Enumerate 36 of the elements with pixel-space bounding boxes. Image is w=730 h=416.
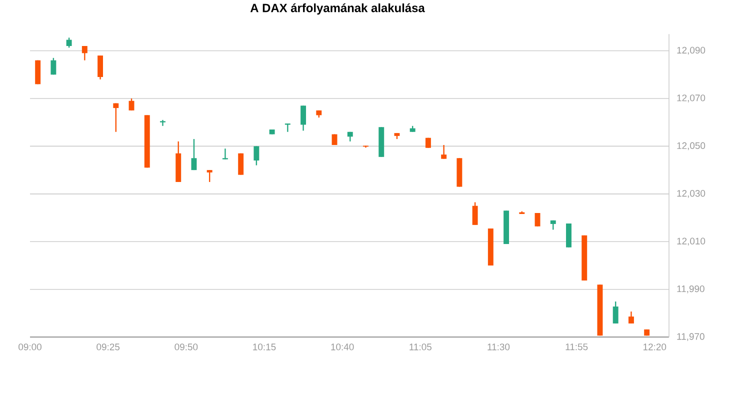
y-tick-label: 12,050 (677, 142, 706, 150)
x-tick-label: 09:50 (174, 344, 198, 350)
candlestick (534, 212, 540, 227)
y-tick-label: 11,970 (677, 333, 704, 341)
candlestick (160, 119, 166, 126)
candlestick (50, 57, 56, 76)
candlestick (191, 138, 197, 171)
candlestick (300, 105, 306, 132)
x-tick-label: 10:40 (331, 344, 354, 350)
candlestick (472, 202, 478, 226)
candlestick (441, 144, 447, 160)
candlestick (113, 102, 119, 132)
candlestick (66, 37, 72, 48)
candlestick (254, 146, 260, 166)
candlestick (206, 169, 212, 183)
candlestick (566, 222, 572, 248)
x-tick-label: 12:20 (644, 344, 666, 350)
candlestick (238, 152, 244, 176)
y-tick-label: 11,990 (677, 285, 704, 294)
candlestick (82, 45, 88, 61)
candlestick (628, 310, 634, 324)
x-tick-label: 11:05 (410, 344, 432, 350)
x-tick-label: 11:30 (488, 344, 510, 350)
candlestick (128, 98, 134, 111)
y-tick-label: 12,010 (677, 238, 706, 246)
candlestick (222, 148, 228, 160)
y-tick-label: 12,030 (677, 190, 706, 198)
x-tick-label: 11:55 (566, 344, 588, 350)
chart-title: A DAX árfolyamának alakulása (250, 3, 425, 15)
y-tick-label: 12,090 (677, 46, 706, 55)
x-tick-label: 10:15 (253, 344, 276, 350)
x-tick-label: 09:00 (18, 344, 42, 350)
y-tick-label: 12,070 (677, 94, 706, 102)
candlestick (98, 54, 104, 80)
x-tick-label: 09:25 (96, 344, 120, 350)
candlestick (612, 300, 618, 324)
